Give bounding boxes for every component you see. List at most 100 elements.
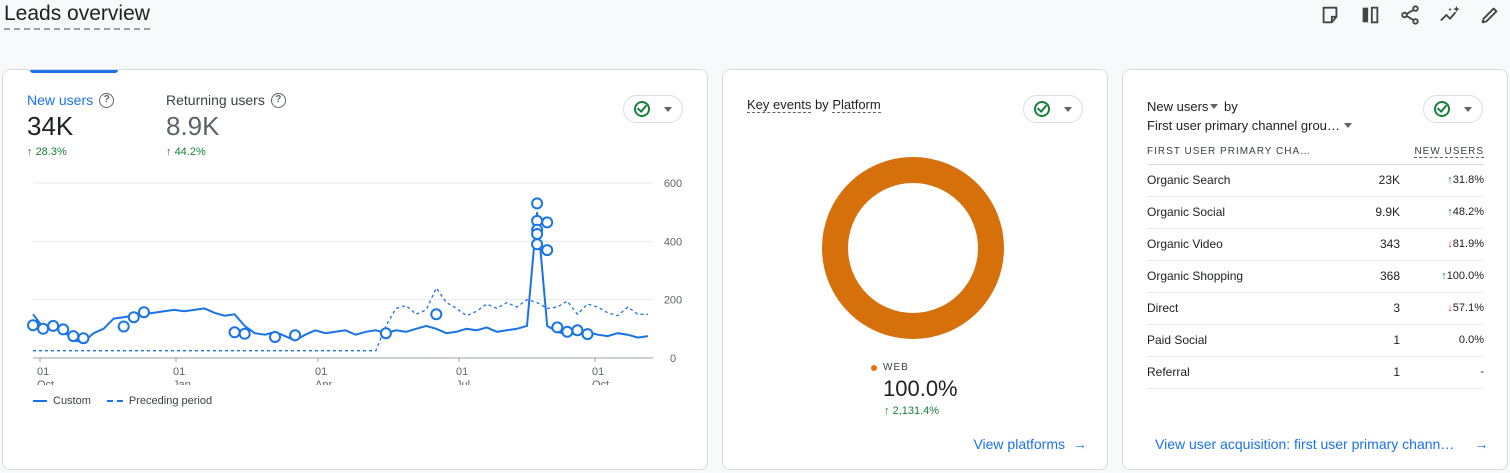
channel-value: 23K	[1366, 164, 1400, 197]
x-tick-month: Oct	[37, 379, 54, 385]
edit-button[interactable]	[1470, 0, 1510, 30]
y-tick-label: 200	[664, 295, 682, 307]
compare-button[interactable]	[1350, 0, 1390, 30]
anomaly-marker[interactable]	[289, 329, 302, 342]
x-tick-day: 01	[315, 366, 327, 378]
series-line-preceding[interactable]	[33, 286, 648, 352]
anomaly-marker[interactable]	[430, 308, 443, 321]
share-button[interactable]	[1390, 0, 1430, 30]
check-circle-icon	[1434, 101, 1450, 117]
insights-button[interactable]	[1430, 0, 1470, 30]
anomaly-marker[interactable]	[551, 321, 564, 334]
check-circle-icon	[634, 101, 650, 117]
metric-value: 8.9K	[166, 111, 220, 141]
anomaly-marker[interactable]	[77, 332, 90, 345]
anomaly-marker[interactable]	[238, 327, 251, 340]
platform-share: 100.0%	[883, 376, 958, 401]
table-row[interactable]: Organic Shopping 368 ↑100.0%	[1147, 260, 1484, 293]
channel-value: 3	[1366, 292, 1400, 325]
channel-card: New users by First user primary channel …	[1122, 69, 1508, 470]
channel-change: ↑31.8%	[1400, 164, 1484, 197]
anomaly-marker[interactable]	[571, 324, 584, 337]
anomaly-marker[interactable]	[67, 330, 80, 343]
channel-change: ↓57.1%	[1400, 292, 1484, 325]
anomaly-marker[interactable]	[561, 325, 574, 338]
metric-value: 34K	[27, 111, 74, 141]
data-quality-button[interactable]	[623, 95, 683, 123]
metric-tab-returning-users[interactable]: Returning users ? 8.9K ↑ 44.2%	[166, 92, 286, 158]
channel-table-body: Organic Search 23K ↑31.8% Organic Social 9.9…	[1147, 164, 1484, 389]
arrow-up-icon: ↑	[884, 405, 890, 417]
anomaly-marker[interactable]	[581, 328, 594, 341]
anomaly-marker[interactable]	[127, 311, 140, 324]
table-row[interactable]: Direct 3 ↓57.1%	[1147, 292, 1484, 325]
metric-selector[interactable]: New users	[1147, 99, 1209, 114]
anomaly-marker[interactable]	[541, 244, 554, 257]
channel-change: ↓81.9%	[1400, 228, 1484, 261]
anomaly-marker[interactable]	[541, 216, 554, 229]
table-row[interactable]: Organic Search 23K ↑31.8%	[1147, 164, 1484, 197]
arrow-up-icon: ↑	[27, 146, 33, 158]
y-tick-label: 600	[664, 178, 682, 190]
table-row[interactable]: Referral 1 -	[1147, 356, 1484, 389]
anomaly-marker[interactable]	[137, 306, 150, 319]
table-header-row: FIRST USER PRIMARY CHA… NEW USERS	[1147, 140, 1484, 165]
compare-icon	[1362, 6, 1379, 24]
table-row[interactable]: Paid Social 1 0.0%	[1147, 324, 1484, 357]
channel-value: 368	[1366, 260, 1400, 293]
x-tick-month: Jul	[456, 379, 470, 385]
data-quality-button[interactable]	[1023, 95, 1083, 123]
note-icon	[1322, 6, 1338, 24]
chevron-down-icon	[1343, 123, 1352, 128]
page-title: Leads overview	[4, 2, 150, 30]
heading-by: by	[1224, 99, 1238, 114]
arrow-up-icon: ↑	[166, 146, 172, 158]
table-row[interactable]: Organic Social 9.9K ↑48.2%	[1147, 196, 1484, 229]
table-row[interactable]: Organic Video 343 ↓81.9%	[1147, 228, 1484, 261]
active-tab-indicator	[30, 70, 118, 73]
anomaly-marker[interactable]	[269, 331, 281, 343]
metric-selector[interactable]: Key events	[747, 97, 812, 113]
channel-change: -	[1400, 356, 1484, 389]
anomaly-marker[interactable]	[47, 319, 60, 332]
anomaly-marker[interactable]	[379, 327, 392, 340]
anomaly-marker[interactable]	[228, 326, 241, 339]
help-icon[interactable]: ?	[99, 92, 115, 108]
data-quality-button[interactable]	[1423, 95, 1483, 123]
view-platforms-link[interactable]: View platforms →	[973, 436, 1087, 452]
channel-name: Organic Social	[1147, 196, 1367, 229]
view-user-acquisition-link[interactable]: View user acquisition: first user primar…	[1155, 436, 1488, 452]
legend-label: Custom	[53, 395, 91, 407]
dimension-selector[interactable]: First user primary channel grou…	[1147, 118, 1340, 133]
link-label: View platforms	[973, 436, 1065, 452]
anomaly-marker[interactable]	[37, 322, 50, 335]
arrow-right-icon: →	[1474, 436, 1489, 452]
anomaly-marker[interactable]	[531, 228, 544, 240]
column-header-new-users[interactable]: NEW USERS	[1414, 146, 1484, 159]
metric-label: Returning users	[166, 92, 265, 108]
anomaly-marker[interactable]	[117, 320, 130, 333]
legend-item-custom[interactable]: Custom	[33, 395, 91, 407]
anomaly-marker[interactable]	[57, 323, 70, 336]
change-value: 48.2%	[1452, 206, 1484, 218]
anomaly-marker[interactable]	[531, 197, 544, 210]
anomaly-marker[interactable]	[27, 319, 39, 332]
metric-tab-new-users[interactable]: New users ? 34K ↑ 28.3%	[27, 92, 115, 158]
web-dot-icon	[871, 364, 877, 371]
note-button[interactable]	[1310, 0, 1350, 30]
arrow-down-icon: ↓	[1447, 238, 1453, 250]
anomaly-marker[interactable]	[531, 238, 544, 251]
help-icon[interactable]: ?	[270, 92, 286, 108]
change-value: 100.0%	[1446, 270, 1484, 282]
donut-slice-web[interactable]	[822, 157, 1004, 339]
solid-line-swatch	[33, 400, 47, 402]
channel-name: Organic Shopping	[1147, 260, 1367, 293]
column-header-dimension[interactable]: FIRST USER PRIMARY CHA…	[1147, 140, 1367, 165]
chevron-down-icon	[1064, 106, 1072, 112]
arrow-down-icon: ↓	[1447, 302, 1453, 314]
dimension-selector[interactable]: Platform	[832, 97, 881, 113]
channel-name: Paid Social	[1147, 324, 1367, 357]
x-tick-month: Oct	[592, 379, 609, 385]
legend-item-preceding[interactable]: Preceding period	[106, 395, 212, 407]
